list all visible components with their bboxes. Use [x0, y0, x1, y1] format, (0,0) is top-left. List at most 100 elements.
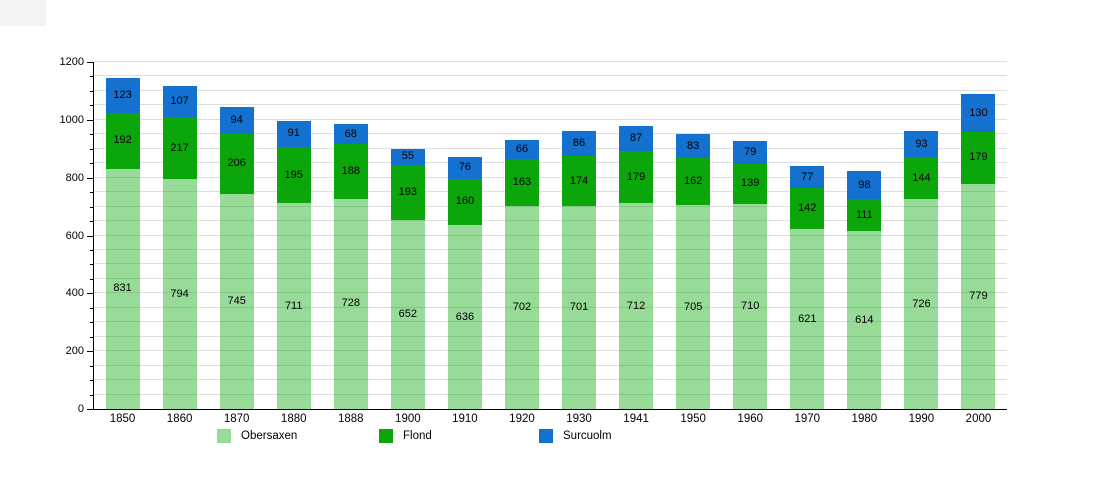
segment-obersaxen-1900: 652 — [390, 220, 425, 409]
segment-value-label: 217 — [170, 141, 189, 154]
segment-value-label: 745 — [227, 294, 246, 307]
y-tick-950 — [90, 134, 93, 136]
segment-surcuolm-1880: 91 — [276, 120, 311, 148]
y-tick-1050 — [90, 105, 93, 107]
segment-value-label: 55 — [401, 150, 414, 163]
segment-obersaxen-1920: 702 — [504, 206, 539, 409]
segment-value-label: 83 — [687, 139, 700, 152]
segment-value-label: 728 — [341, 297, 360, 310]
segment-value-label: 144 — [912, 171, 931, 184]
bar-group-1888: 68 188 728 1888 — [322, 62, 379, 425]
segment-flond-1880: 195 — [276, 147, 311, 204]
y-tick-900 — [90, 148, 93, 150]
y-tick-850 — [90, 163, 93, 165]
segment-obersaxen-1860: 794 — [162, 179, 197, 409]
gridline-250 — [94, 335, 1007, 337]
y-axis-label-0: 0 — [77, 403, 84, 415]
segment-value-label: 195 — [284, 168, 303, 181]
gridline-650 — [94, 220, 1007, 222]
segment-surcuolm-1960: 79 — [733, 140, 768, 164]
segment-obersaxen-1960: 710 — [733, 203, 768, 409]
gridline-450 — [94, 277, 1007, 279]
gridline-1050 — [94, 104, 1007, 106]
bar-stack-1920: 66 163 702 — [504, 62, 539, 409]
x-axis-label-1950: 1950 — [680, 413, 706, 425]
bar-group-1930: 86 174 701 1930 — [551, 62, 608, 425]
bar-stack-1990: 93 144 726 — [904, 62, 939, 409]
y-tick-650 — [90, 221, 93, 223]
segment-value-label: 206 — [227, 157, 246, 170]
segment-obersaxen-1980: 614 — [847, 231, 882, 409]
y-axis-label-1200: 1200 — [59, 56, 84, 68]
segment-surcuolm-1930: 86 — [562, 131, 597, 156]
gridline-800 — [94, 176, 1007, 178]
bar-group-1880: 91 195 711 1880 — [265, 62, 322, 425]
segment-obersaxen-1870: 745 — [219, 193, 254, 409]
bar-stack-1970: 77 142 621 — [790, 62, 825, 409]
segment-flond-1920: 163 — [504, 158, 539, 207]
y-tick-200 — [87, 351, 93, 353]
bar-group-1860: 107 217 794 1860 — [151, 62, 208, 425]
segment-value-label: 779 — [969, 289, 988, 302]
legend-item-obersaxen: Obersaxen — [217, 429, 297, 443]
y-tick-600 — [87, 235, 93, 237]
x-axis-label-1941: 1941 — [623, 413, 649, 425]
y-axis-label-600: 600 — [65, 229, 84, 242]
segment-obersaxen-1880: 711 — [276, 203, 311, 409]
segment-surcuolm-1950: 83 — [676, 134, 711, 159]
segment-value-label: 66 — [515, 142, 529, 155]
bar-group-1941: 87 179 712 1941 — [608, 62, 665, 425]
gridline-550 — [94, 248, 1007, 250]
gridline-400 — [94, 292, 1007, 294]
gridline-900 — [94, 147, 1007, 149]
segment-flond-1910: 160 — [447, 178, 482, 226]
gridline-850 — [94, 162, 1007, 164]
bar-group-1900: 55 193 652 1900 — [379, 62, 436, 425]
y-tick-1150 — [90, 76, 93, 78]
y-tick-1200 — [87, 62, 93, 63]
bar-stack-2000: 130 179 779 — [961, 62, 996, 409]
segment-value-label: 111 — [855, 208, 873, 221]
segment-value-label: 193 — [398, 186, 418, 199]
y-axis-label-1000: 1000 — [59, 113, 84, 126]
legend-label-obersaxen: Obersaxen — [241, 430, 298, 442]
segment-flond-1970: 142 — [790, 188, 825, 230]
gridline-500 — [94, 263, 1007, 265]
bars: 123 192 831 1850 107 217 794 1860 94 206 745 1870 91… — [94, 62, 1007, 425]
x-axis-label-1910: 1910 — [452, 413, 478, 425]
segment-value-label: 94 — [230, 113, 243, 126]
y-tick-150 — [90, 365, 93, 367]
legend-item-flond: Flond — [379, 429, 432, 443]
bar-group-1990: 93 144 726 1990 — [893, 62, 950, 425]
gridline-600 — [94, 234, 1007, 236]
y-tick-700 — [90, 206, 93, 208]
segment-value-label: 139 — [741, 177, 760, 190]
x-axis-label-1960: 1960 — [737, 413, 764, 425]
legend-label-flond: Flond — [403, 430, 432, 442]
segment-surcuolm-1990: 93 — [904, 130, 939, 158]
y-tick-750 — [90, 192, 93, 194]
segment-value-label: 76 — [458, 161, 472, 174]
segment-flond-1870: 206 — [219, 134, 254, 194]
gridline-1150 — [94, 75, 1007, 77]
legend-swatch-surcuolm — [539, 429, 553, 443]
segment-value-label: 77 — [801, 170, 814, 183]
segment-value-label: 160 — [455, 195, 475, 208]
bar-group-1920: 66 163 702 1920 — [493, 62, 550, 425]
y-tick-250 — [90, 336, 93, 338]
segment-value-label: 93 — [915, 137, 928, 150]
bar-stack-1888: 68 188 728 — [333, 62, 368, 409]
segment-flond-1900: 193 — [390, 164, 425, 221]
segment-obersaxen-1910: 636 — [447, 225, 482, 409]
x-axis-label-1888: 1888 — [337, 413, 364, 425]
segment-flond-1888: 188 — [333, 144, 368, 199]
y-tick-450 — [90, 278, 93, 280]
bar-stack-1910: 76 160 636 — [447, 62, 482, 409]
x-axis-label-1990: 1990 — [908, 413, 935, 425]
bar-stack-1860: 107 217 794 — [162, 62, 197, 409]
bar-stack-1941: 87 179 712 — [619, 62, 654, 409]
bar-stack-1980: 98 111 614 — [847, 62, 882, 409]
gridline-750 — [94, 191, 1007, 193]
segment-value-label: 163 — [512, 175, 532, 188]
